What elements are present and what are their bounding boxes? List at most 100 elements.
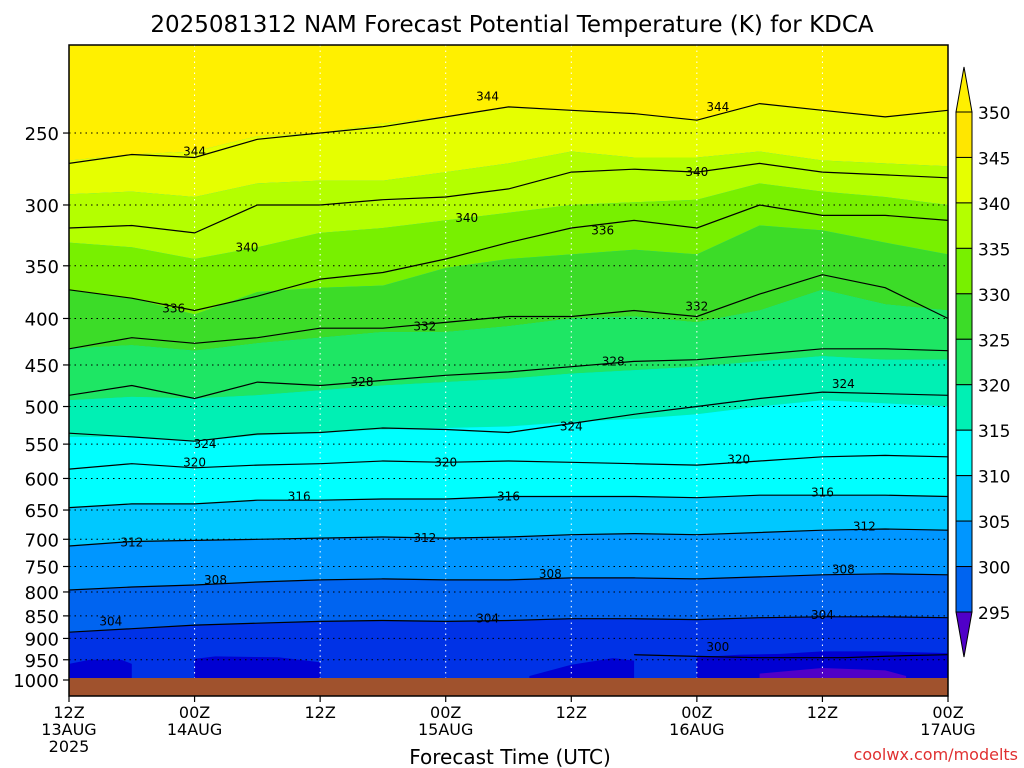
plot-frame	[68, 44, 949, 697]
colorbar-bottom-arrow	[955, 611, 973, 658]
y-tick-label: 950	[25, 651, 59, 672]
y-tick-label: 500	[25, 398, 59, 419]
colorbar: 350 345 340 335 330 325 320 315 310 305 300 295	[955, 66, 1010, 658]
contour-label: 312	[120, 536, 143, 550]
y-tick-label: 300	[25, 196, 59, 217]
colorbar-label: 315	[978, 422, 1010, 442]
fill-band	[69, 573, 948, 633]
colorbar-swatch	[955, 520, 973, 568]
y-tick-label: 650	[25, 501, 59, 522]
grid-lines	[68, 45, 949, 681]
contour-labels: 300 304 304 304 308 308 308 312 312 312 316 316 316 3…	[99, 90, 875, 654]
colorbar-label: 300	[978, 559, 1010, 579]
chart-title: 2025081312 NAM Forecast Potential Temper…	[150, 12, 874, 38]
contour-label: 316	[497, 489, 520, 503]
colorbar-top-arrow	[955, 66, 973, 113]
fill-band	[69, 151, 948, 259]
fill-band	[69, 400, 948, 508]
contour-label: 316	[811, 486, 834, 500]
colorbar-swatch	[955, 338, 973, 386]
contour-308	[69, 573, 948, 591]
y-tick-label: 1000	[13, 671, 59, 692]
colorbar-label: 325	[978, 331, 1010, 351]
contour-label: 336	[162, 301, 185, 315]
colorbar-label: 335	[978, 240, 1010, 260]
x-tick-label: 12Z	[807, 703, 838, 722]
x-tick-label: 00Z	[179, 703, 210, 722]
contour-label: 308	[204, 573, 227, 587]
contour-label: 308	[539, 567, 562, 581]
contour-label: 332	[413, 319, 436, 333]
contour-label: 328	[602, 354, 625, 368]
contour-label: 304	[476, 612, 499, 626]
fill-band	[69, 45, 948, 161]
y-axis: 2503003504004505005506006507007508008509…	[13, 124, 69, 692]
x-tick-label: 14AUG	[167, 720, 222, 739]
fill-band	[69, 289, 948, 401]
x-tick-label: 17AUG	[920, 720, 975, 739]
fill-band	[69, 225, 948, 351]
y-tick-label: 400	[25, 309, 59, 330]
contour-316	[69, 494, 948, 509]
colorbar-label: 330	[978, 286, 1010, 306]
contour-label: 324	[194, 437, 217, 451]
colorbar-label: 345	[978, 149, 1010, 169]
contour-328	[69, 348, 948, 400]
contour-label: 300	[706, 640, 729, 654]
contour-label: 304	[99, 614, 122, 628]
contour-332	[69, 274, 948, 350]
colorbar-label: 305	[978, 513, 1010, 533]
contour-label: 320	[727, 453, 750, 467]
colorbar-swatch	[955, 111, 973, 158]
contour-label: 312	[853, 520, 876, 534]
x-tick-label: 12Z	[304, 703, 335, 722]
fill-band	[69, 356, 948, 442]
x-tick-label: 12Z	[53, 703, 84, 722]
colorbar-swatch	[955, 156, 973, 204]
fill-band	[69, 103, 948, 197]
y-tick-label: 250	[25, 124, 59, 145]
y-tick-label: 900	[25, 629, 59, 650]
fill-band	[69, 529, 948, 590]
ground-strip	[69, 678, 948, 696]
contour-344	[69, 102, 948, 164]
fill-band	[69, 659, 132, 680]
y-tick-label: 700	[25, 530, 59, 551]
fill-band	[529, 658, 635, 680]
colorbar-swatch	[955, 202, 973, 249]
contour-label: 308	[832, 563, 855, 577]
y-tick-label: 750	[25, 557, 59, 578]
contour-label: 344	[476, 90, 499, 104]
credit-text: coolwx.com/modelts	[854, 745, 1018, 764]
colorbar-label: 350	[978, 104, 1010, 124]
x-tick-label: 13AUG	[41, 720, 96, 739]
colorbar-swatch	[955, 429, 973, 477]
x-axis-label: Forecast Time (UTC)	[409, 745, 611, 768]
fill-band	[194, 656, 321, 680]
colorbar-swatch	[955, 384, 973, 431]
y-tick-label: 800	[25, 583, 59, 604]
contour-label: 324	[832, 377, 855, 391]
contour-label: 340	[235, 240, 258, 254]
colorbar-label: 320	[978, 377, 1010, 397]
contour-320	[69, 454, 948, 470]
y-tick-label: 600	[25, 469, 59, 490]
contour-label: 324	[560, 420, 583, 434]
contour-336	[69, 204, 948, 312]
contour-label: 312	[413, 531, 436, 545]
colorbar-swatch	[955, 475, 973, 522]
y-tick-label: 850	[25, 607, 59, 628]
contour-label: 340	[685, 165, 708, 179]
x-tick-label: 16AUG	[669, 720, 724, 739]
x-tick-label: 12Z	[556, 703, 587, 722]
colorbar-label: 310	[978, 468, 1010, 488]
colorbar-swatch	[955, 566, 973, 613]
colorbar-label: 340	[978, 195, 1010, 215]
contour-label: 332	[685, 299, 708, 313]
contour-label: 340	[455, 211, 478, 225]
fill-band	[759, 668, 907, 680]
y-tick-label: 350	[25, 257, 59, 278]
colorbar-swatch	[955, 293, 973, 340]
